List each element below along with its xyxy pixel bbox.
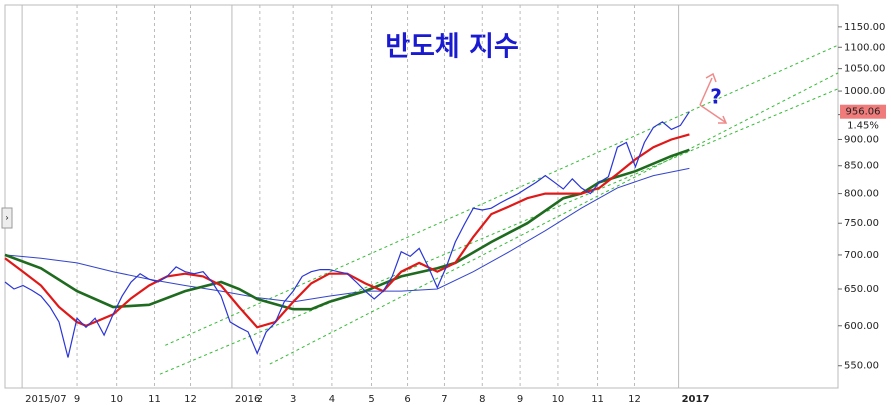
last-price-box <box>840 104 886 119</box>
channel-line <box>269 72 839 365</box>
y-tick-label: 600.00 <box>844 321 879 332</box>
x-tick-label: 8 <box>479 394 485 405</box>
channel-line <box>165 44 839 346</box>
side-toggle-icon[interactable]: › <box>5 214 9 224</box>
y-tick-label: 650.00 <box>844 284 879 295</box>
x-tick-label: 7 <box>441 394 447 405</box>
y-tick-label: 850.00 <box>844 161 879 172</box>
x-tick-label: 12 <box>628 394 641 405</box>
change-label: 1.45% <box>847 121 879 132</box>
x-tick-label: 3 <box>290 394 296 405</box>
side-toggle[interactable] <box>1 207 13 229</box>
x-tick-label: 11 <box>148 394 161 405</box>
x-tick-label: 5 <box>368 394 374 405</box>
channel-line <box>159 88 839 375</box>
y-tick-label: 550.00 <box>844 361 879 372</box>
x-tick-label: 2017 <box>682 394 710 405</box>
x-tick-label: 2 <box>257 394 263 405</box>
arrow-up-head <box>705 72 717 83</box>
arrow-down-head <box>718 115 728 124</box>
x-tick-label: 9 <box>517 394 523 405</box>
y-tick-label: 900.00 <box>844 134 879 145</box>
x-tick-label: 11 <box>591 394 604 405</box>
x-tick-label: 6 <box>404 394 410 405</box>
y-tick-label: 750.00 <box>844 218 879 229</box>
annotation: ? <box>710 85 722 109</box>
chart-title: 반도체 지수 <box>385 32 519 63</box>
arrow-down <box>699 104 726 123</box>
x-tick-label: 10 <box>552 394 565 405</box>
x-tick-label: 2015/07 <box>25 394 67 405</box>
x-tick-label: 9 <box>74 394 80 405</box>
y-tick-label: 1000.00 <box>844 86 885 97</box>
y-tick-label: 1150.00 <box>844 22 885 33</box>
y-tick-label: 1100.00 <box>844 42 885 53</box>
plot-frame <box>4 4 839 389</box>
moving-average-line <box>4 167 690 303</box>
y-tick-label: 700.00 <box>844 250 879 261</box>
price-line <box>4 111 690 358</box>
moving-average-line <box>4 133 690 329</box>
x-tick-label: 12 <box>184 394 197 405</box>
x-tick-label: 2016 <box>235 394 260 405</box>
arrow-up <box>699 77 713 106</box>
x-tick-label: 4 <box>329 394 335 405</box>
x-tick-label: 10 <box>110 394 123 405</box>
last-price-label: 956.06 <box>846 107 881 118</box>
y-tick-label: 800.00 <box>844 189 879 200</box>
y-tick-label: 1050.00 <box>844 64 885 75</box>
